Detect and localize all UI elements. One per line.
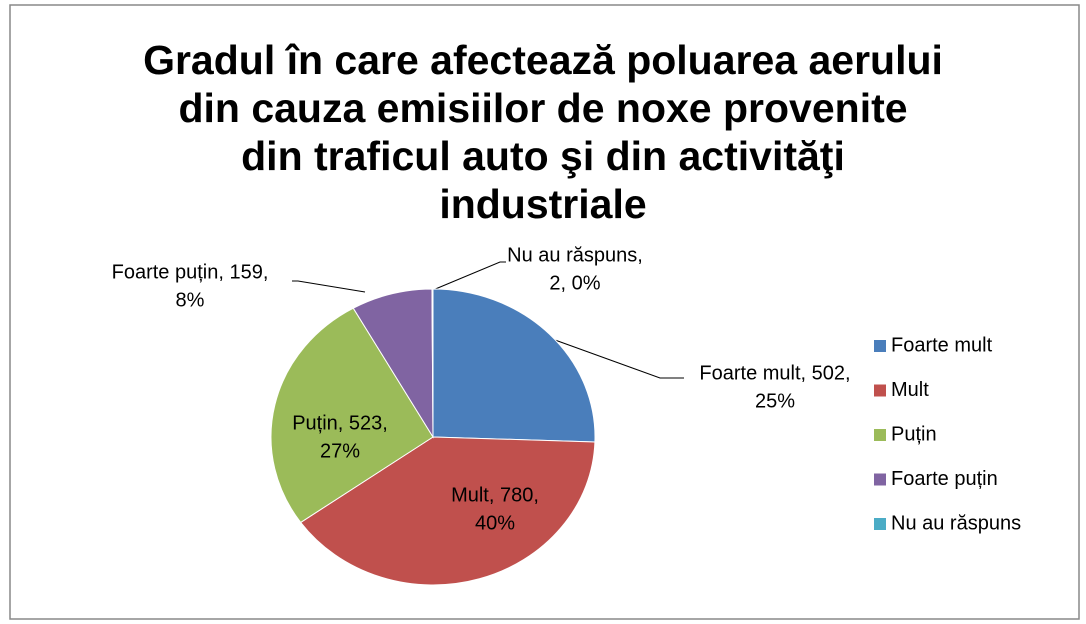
chart-title: Gradul în care afectează poluarea aerulu… <box>143 37 943 227</box>
leader-line <box>432 261 506 291</box>
legend-label: Nu au răspuns <box>891 512 1021 534</box>
data-label: 2, 0% <box>549 272 600 294</box>
pie-slice <box>432 288 596 443</box>
legend-label: Puțin <box>891 423 937 445</box>
data-label: 27% <box>320 440 360 462</box>
data-label: Foarte puțin, 159, <box>112 261 269 283</box>
data-label: 25% <box>755 390 795 412</box>
legend-label: Mult <box>891 379 929 401</box>
legend-label: Foarte mult <box>891 334 993 356</box>
leader-line <box>554 339 684 379</box>
pie-slice <box>431 288 434 438</box>
legend-swatch <box>874 340 886 352</box>
data-label: Mult, 780, <box>451 484 539 506</box>
data-label: 8% <box>176 289 205 311</box>
legend-swatch <box>874 384 886 397</box>
data-label: Puțin, 523, <box>292 412 388 434</box>
legend-swatch <box>874 518 886 530</box>
leader-line <box>292 280 366 293</box>
legend-swatch <box>874 429 886 441</box>
data-label: 40% <box>475 512 515 534</box>
pie-slice <box>270 307 434 524</box>
legend-swatch <box>874 473 886 486</box>
legend-label: Foarte puțin <box>891 468 998 490</box>
data-label: Foarte mult, 502, <box>699 362 850 384</box>
data-label: Nu au răspuns, <box>507 244 643 266</box>
pie-slice <box>299 436 596 586</box>
